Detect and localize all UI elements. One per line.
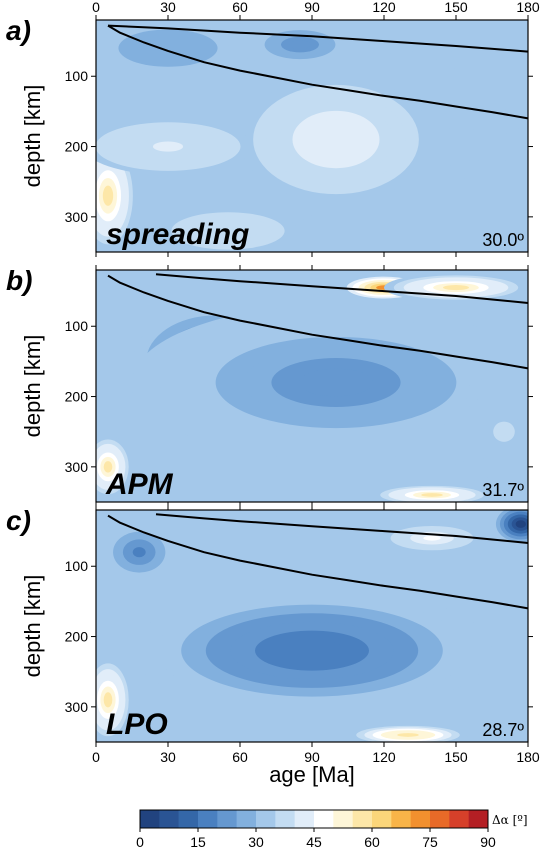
contour-level [493, 421, 515, 442]
colorbar-bin [275, 810, 295, 828]
y-tick-label: 100 [65, 318, 89, 334]
contour-level [132, 547, 146, 558]
lithosphere-line-1 [155, 273, 529, 304]
contour-level [318, 128, 354, 151]
colorbar-bin [449, 810, 469, 828]
colorbar-bin [294, 810, 315, 828]
colorbar-bin [159, 810, 179, 828]
contour-level [443, 285, 469, 291]
y-tick-label: 200 [65, 389, 89, 405]
y-axis-title: depth [km] [20, 335, 45, 438]
y-tick-label: 100 [65, 68, 89, 84]
lithosphere-line-2 [107, 514, 529, 610]
colorbar-tick-label: 90 [480, 834, 496, 850]
colorbar-tick-label: 45 [306, 834, 322, 850]
colorbar-bin [256, 810, 276, 828]
contour-level [483, 139, 501, 154]
colorbar-tick-label: 60 [364, 834, 380, 850]
contour-level [210, 225, 246, 237]
colorbar-tick-label: 75 [422, 834, 438, 850]
y-axis-title: depth [km] [20, 575, 45, 678]
x-tick-label: 0 [92, 0, 100, 15]
colorbar-bin [430, 810, 450, 828]
colorbar-bin [314, 810, 334, 828]
lithosphere-line-2 [107, 274, 529, 370]
colorbar-bin [333, 810, 353, 828]
y-tick-label: 100 [65, 558, 89, 574]
y-tick-label: 200 [65, 139, 89, 155]
x-tick-label: 60 [232, 0, 248, 15]
x-tick-label: 150 [444, 749, 468, 765]
contour-level [397, 733, 419, 737]
misfit-field [96, 20, 528, 252]
contour-level [515, 520, 526, 528]
x-tick-label: 180 [516, 0, 540, 15]
x-tick-label: 120 [372, 0, 396, 15]
x-tick-label: 30 [160, 749, 176, 765]
panel-apm: 100 200 300 depth [km] b) APM 31.7º [6, 265, 533, 507]
lithosphere-line-1 [155, 513, 529, 544]
colorbar-tick-label: 15 [190, 834, 206, 850]
panel-spreading: 100 200 300 0 30 60 90 120 150 180 depth [km] a) spr… [6, 0, 540, 257]
colorbar-bin [178, 810, 199, 828]
colorbar-bin [410, 810, 431, 828]
colorbar-bin [198, 810, 218, 828]
contour-level [289, 40, 311, 50]
x-tick-label: 0 [92, 749, 100, 765]
colorbar-tick-label: 0 [136, 834, 144, 850]
panel-letter: b) [6, 265, 32, 296]
colorbar-tick-label: 30 [248, 834, 264, 850]
colorbar-bin [217, 810, 237, 828]
contour-level [103, 461, 113, 473]
x-tick-label: 60 [232, 749, 248, 765]
contour-level [421, 493, 443, 497]
colorbar: 0 15 30 45 60 75 90 Δα [º] [136, 809, 528, 850]
x-tick-label: 30 [160, 0, 176, 15]
misfit-field [96, 270, 528, 502]
y-axis-title: depth [km] [20, 85, 45, 188]
x-tick-label: 120 [372, 749, 396, 765]
colorbar-bin [140, 810, 160, 828]
lithosphere-line-1 [107, 24, 529, 53]
model-label: LPO [106, 708, 168, 741]
colorbar-bin [391, 810, 411, 828]
x-tick-label: 180 [516, 749, 540, 765]
colorbar-bin [372, 810, 392, 828]
x-tick-label: 90 [304, 0, 320, 15]
contour-level [423, 59, 441, 66]
panel-lpo: 100 200 300 0 30 60 90 120 150 180 depth [km] c) LPO… [6, 505, 540, 765]
misfit-label: 30.0º [482, 230, 524, 250]
colorbar-bin [468, 810, 489, 828]
x-axis-title: age [Ma] [269, 762, 355, 787]
misfit-label: 31.7º [482, 480, 524, 500]
contour-level [299, 368, 373, 397]
model-label: APM [105, 468, 174, 501]
x-tick-label: 150 [444, 0, 468, 15]
x-tick-label: 90 [304, 749, 320, 765]
y-tick-label: 300 [65, 209, 89, 225]
y-tick-label: 200 [65, 629, 89, 645]
colorbar-bin [352, 810, 373, 828]
contour-level [103, 692, 113, 708]
colorbar-label: Δα [º] [492, 813, 528, 827]
contour-level [423, 535, 441, 541]
contour-level [102, 185, 114, 206]
misfit-field [96, 510, 528, 742]
colorbar-bin [236, 810, 257, 828]
contour-level [279, 639, 345, 662]
contour-level [152, 42, 184, 54]
panel-letter: a) [6, 15, 31, 46]
misfit-label: 28.7º [482, 720, 524, 740]
lithosphere-line-2 [107, 24, 529, 120]
model-label: spreading [106, 218, 249, 251]
y-tick-label: 300 [65, 699, 89, 715]
contour-level [152, 141, 184, 152]
panel-letter: c) [6, 505, 31, 536]
y-tick-label: 300 [65, 459, 89, 475]
